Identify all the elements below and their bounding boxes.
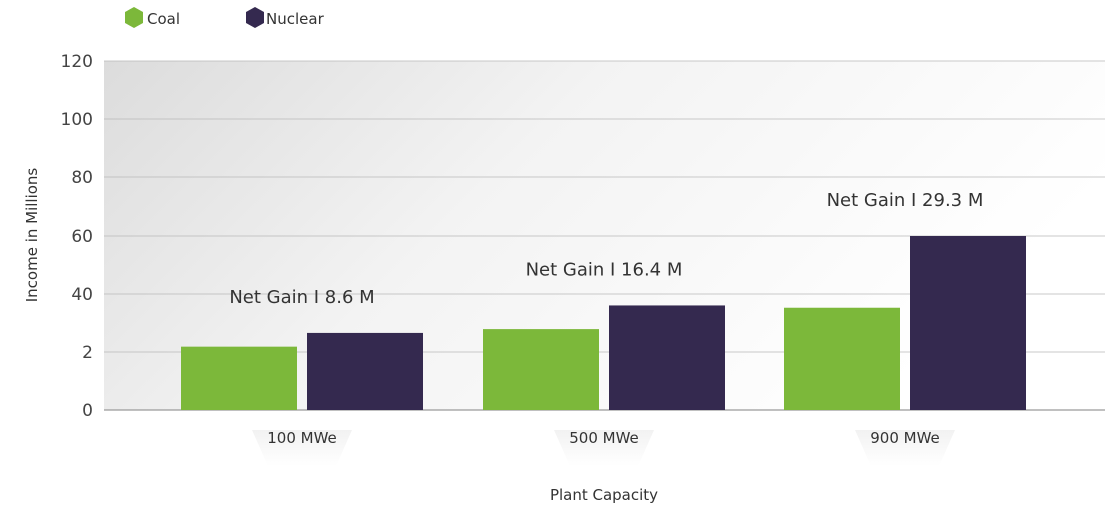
- y-tick-label: 80: [71, 168, 93, 188]
- bar-nuclear: [609, 305, 725, 410]
- bars: [181, 236, 1026, 410]
- y-tick-label: 60: [71, 227, 93, 247]
- net-gain-annotation: Net Gain I 29.3 M: [827, 190, 984, 211]
- y-axis-title: Income in Millions: [23, 168, 41, 303]
- legend-swatch-coal: [125, 7, 143, 28]
- net-gain-annotation: Net Gain I 16.4 M: [526, 259, 683, 280]
- bar-nuclear: [307, 332, 423, 410]
- x-tick-label: 500 MWe: [569, 429, 639, 447]
- legend-swatch-nuclear: [246, 7, 264, 28]
- x-tick-label: 900 MWe: [870, 429, 940, 447]
- x-axis-title: Plant Capacity: [550, 486, 658, 504]
- category-tabs: [252, 430, 955, 466]
- y-tick-label: 100: [61, 110, 93, 130]
- bar-coal: [181, 346, 297, 410]
- y-tick-label: 120: [61, 52, 93, 72]
- labels: 0 2 40 60 80 100 120 100 MWe Net Gain I 8.6 M 500…: [61, 52, 984, 447]
- category-tab: [855, 430, 955, 466]
- y-tick-label: 40: [71, 285, 93, 305]
- bar-coal: [784, 307, 900, 410]
- legend: Coal Nuclear: [125, 7, 325, 28]
- x-tick-label: 100 MWe: [267, 429, 337, 447]
- legend-label-coal: Coal: [147, 10, 180, 28]
- legend-label-nuclear: Nuclear: [266, 10, 325, 28]
- category-tab: [252, 430, 352, 466]
- y-tick-label: 0: [82, 401, 93, 421]
- category-tab: [554, 430, 654, 466]
- y-tick-label: 2: [82, 343, 93, 363]
- net-gain-annotation: Net Gain I 8.6 M: [229, 287, 374, 308]
- bar-coal: [483, 329, 599, 410]
- bar-nuclear: [910, 236, 1026, 410]
